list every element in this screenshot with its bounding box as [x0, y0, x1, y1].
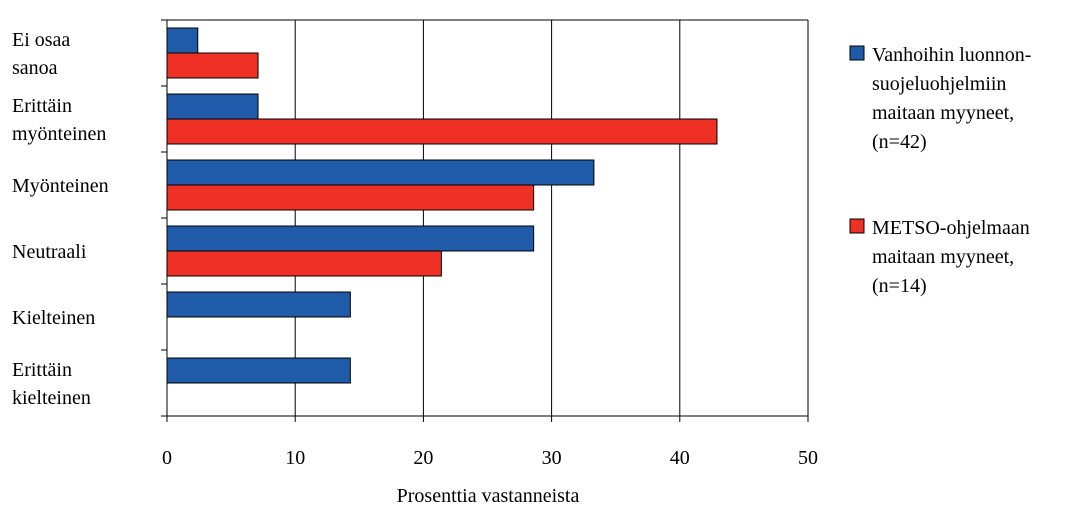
bar: [166, 52, 259, 79]
x-tick-label: 20: [413, 447, 433, 469]
category-label: myönteinen: [12, 123, 106, 145]
bar: [166, 291, 351, 318]
x-axis-title: Prosenttia vastanneista: [397, 485, 580, 507]
legend-label: maitaan myyneet,: [872, 246, 1014, 268]
legend: Vanhoihin luonnon-suojeluohjelmiin maitaa…: [849, 44, 1031, 297]
bar: [166, 118, 718, 145]
category-label: Myönteinen: [12, 175, 109, 197]
plot-frame: [166, 19, 809, 417]
legend-swatch: [849, 218, 865, 234]
category-label: Erittäin: [12, 95, 72, 117]
x-tick-label: 0: [162, 447, 172, 469]
legend-label: suojeluohjelmiin: [872, 73, 1006, 95]
category-label: kielteinen: [12, 387, 91, 409]
bars: [166, 27, 718, 384]
legend-label: METSO-ohjelmaan: [872, 217, 1030, 239]
x-tick-label: 50: [798, 447, 818, 469]
bar: [166, 357, 351, 384]
category-label: Erittäin: [12, 359, 72, 381]
legend-label: (n=42): [872, 131, 927, 153]
x-tick-label: 10: [285, 447, 305, 469]
bar: [166, 159, 595, 186]
legend-label: Vanhoihin luonnon-: [872, 44, 1031, 66]
bar: [166, 250, 442, 277]
category-label: Ei osaa: [12, 29, 70, 51]
bar: [166, 93, 259, 120]
x-tick-label: 40: [670, 447, 690, 469]
legend-swatch: [849, 45, 865, 61]
legend-label: maitaan myyneet,: [872, 102, 1014, 124]
x-tick-label: 30: [542, 447, 562, 469]
bar: [166, 184, 535, 211]
gridlines: [294, 20, 681, 416]
legend-label: (n=14): [872, 275, 927, 297]
x-axis: 0 10 20 30 40 50: [162, 416, 818, 469]
category-label: Neutraali: [12, 241, 87, 263]
bar: [166, 27, 199, 54]
category-label: Kielteinen: [12, 307, 95, 329]
bar: [166, 225, 535, 252]
y-axis: Ei osaa sanoa Erittäin myönteinen Myönteinen…: [12, 19, 167, 417]
category-label: sanoa: [12, 57, 58, 79]
